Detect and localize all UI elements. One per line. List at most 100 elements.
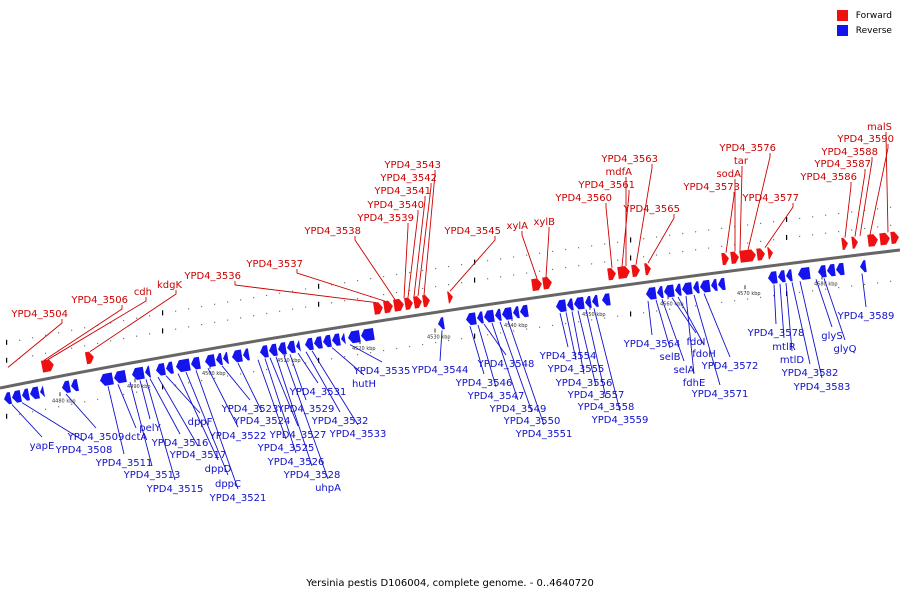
reverse-gene-label: mtlD [780, 355, 804, 366]
guide-dot [240, 373, 242, 375]
guide-dot [383, 293, 385, 296]
guide-dot [84, 345, 86, 347]
leader-line [195, 370, 239, 490]
guide-dot [318, 357, 320, 363]
reverse-gene [573, 296, 585, 310]
reverse-gene-label: YPD4_3515 [146, 484, 204, 495]
reverse-gene-label: YPD4_3549 [489, 404, 547, 415]
leader-line [283, 355, 329, 480]
guide-dot [578, 247, 580, 249]
guide-dot [500, 258, 502, 260]
guide-dot [643, 238, 645, 240]
leader-line [635, 164, 653, 265]
guide-dot [643, 312, 645, 314]
forward-gene-label: YPD4_3543 [383, 160, 441, 171]
guide-dot [188, 308, 190, 310]
guide-dot [344, 300, 346, 302]
guide-dot [890, 280, 892, 282]
forward-gene-label: YPD4_3538 [303, 226, 361, 237]
guide-dot [422, 287, 424, 290]
guide-dot [838, 213, 840, 215]
reverse-gene [11, 389, 22, 403]
forward-gene [607, 267, 616, 281]
guide-dot [539, 326, 541, 328]
guide-dot [396, 291, 398, 294]
guide-dot [162, 384, 164, 390]
guide-dot [513, 256, 515, 258]
reverse-gene-label: YPD4_3548 [477, 359, 535, 370]
reverse-gene-label: YPD4_3511 [95, 458, 153, 469]
legend-forward-label: Forward [855, 10, 892, 21]
guide-dot [864, 209, 866, 212]
guide-dot [708, 229, 710, 231]
guide-dot [617, 259, 619, 261]
guide-dot [825, 232, 827, 234]
scale-tick-label: 4570 kbp [737, 291, 761, 297]
reverse-gene [190, 356, 201, 370]
leader-line [477, 324, 497, 388]
guide-dot [760, 240, 762, 242]
guide-dot [253, 297, 255, 299]
guide-dot [448, 283, 450, 286]
guide-dot [175, 328, 177, 330]
reverse-gene-label: YPD4_3524 [233, 416, 291, 427]
guide-dot [110, 340, 112, 342]
reverse-gene-label: YPD4_3527 [269, 430, 327, 441]
leader-line [571, 311, 585, 375]
reverse-gene [717, 277, 726, 291]
reverse-gene-label: glyS [821, 331, 842, 342]
guide-dot [669, 252, 671, 254]
reverse-gene [818, 265, 827, 278]
guide-dot [84, 327, 86, 329]
scale-tick-label: 4530 kbp [427, 334, 451, 340]
guide-dot [435, 341, 437, 344]
guide-dot [97, 342, 99, 344]
guide-dot [591, 263, 593, 265]
guide-dot [604, 243, 606, 245]
forward-gene [730, 251, 739, 264]
guide-dot [474, 277, 476, 283]
leader-line [305, 351, 341, 413]
leader-line [165, 375, 201, 414]
guide-dot [240, 317, 242, 319]
guide-dot [383, 349, 385, 352]
reverse-gene-label: yapE [30, 441, 55, 452]
guide-dot [71, 347, 73, 349]
reverse-gene-label: YPD4_3547 [467, 391, 525, 402]
guide-dot [851, 285, 853, 287]
guide-dot [331, 302, 333, 304]
guide-dot [890, 206, 892, 208]
forward-gene-label: YPD4_3542 [379, 173, 437, 184]
leader-line [725, 192, 735, 253]
reverse-gene [494, 308, 502, 321]
guide-dot [227, 301, 229, 303]
guide-dot [201, 379, 203, 382]
forward-gene-label: YPD4_3545 [443, 226, 501, 237]
forward-gene [767, 247, 773, 260]
forward-gene-label: YPD4_3588 [820, 147, 878, 158]
leader-line [349, 344, 383, 363]
forward-gene-label: YPD4_3561 [577, 180, 635, 191]
guide-dot [773, 239, 775, 241]
reverse-gene-label: dppC [215, 479, 241, 490]
guide-dot [58, 406, 60, 408]
reverse-gene [331, 333, 341, 346]
guide-dot [591, 319, 593, 321]
leader-line [331, 347, 365, 376]
guide-dot [110, 322, 112, 324]
guide-dot [305, 288, 307, 290]
forward-gene [739, 249, 756, 263]
guide-dot [318, 283, 320, 289]
forward-gene [393, 298, 404, 312]
reverse-gene-label: YPD4_3528 [283, 470, 341, 481]
leader-line [483, 323, 507, 356]
leader-line [823, 278, 846, 341]
forward-gene [542, 276, 552, 290]
leader-line [264, 358, 297, 454]
reverse-gene [323, 334, 332, 348]
leader-line [449, 236, 496, 292]
scale-tick-label: 4480 kbp [52, 398, 76, 404]
scale-tick-label: 4490 kbp [127, 384, 151, 390]
guide-dot [409, 345, 411, 348]
leader-line [403, 223, 409, 299]
